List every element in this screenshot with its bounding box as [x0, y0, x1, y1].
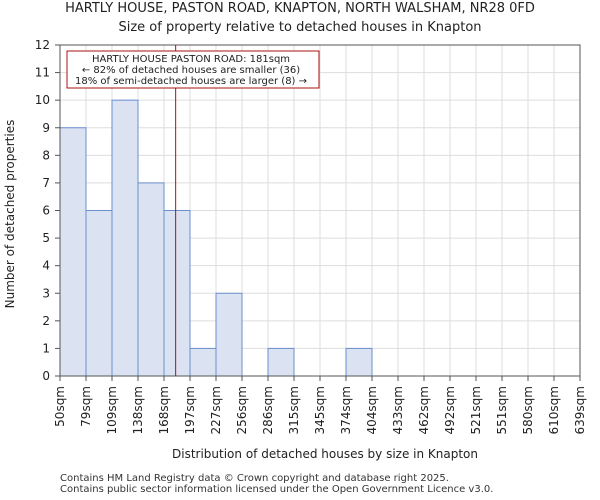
x-tick-label: 138sqm: [131, 386, 145, 434]
chart-title: HARTLY HOUSE, PASTON ROAD, KNAPTON, NORT…: [65, 1, 535, 16]
x-tick-label: 610sqm: [547, 386, 561, 434]
annotation-line-3: 18% of semi-detached houses are larger (…: [75, 76, 307, 87]
x-tick-label: 492sqm: [443, 386, 457, 434]
y-tick-label: 4: [42, 259, 50, 273]
x-tick-label: 197sqm: [183, 386, 197, 434]
bar-138sqm: [137, 182, 165, 377]
bar-109sqm: [111, 99, 139, 377]
y-tick-label: 5: [42, 231, 50, 245]
x-tick-label: 551sqm: [495, 386, 509, 434]
bar-197sqm: [189, 347, 217, 377]
x-tick-label: 462sqm: [417, 386, 431, 434]
y-tick-label: 0: [42, 369, 50, 383]
bar-227sqm: [215, 292, 243, 377]
gridlines: [59, 44, 581, 377]
bar-168sqm: [163, 210, 191, 377]
chart-subtitle: Size of property relative to detached ho…: [118, 20, 482, 35]
x-tick-label: 580sqm: [521, 386, 535, 434]
x-tick-label: 50sqm: [53, 386, 67, 427]
y-tick-label: 1: [42, 341, 50, 355]
x-tick-label: 256sqm: [235, 386, 249, 434]
y-tick-label: 8: [42, 148, 50, 162]
y-tick-label: 7: [42, 176, 50, 190]
annotation-line-2: ← 82% of detached houses are smaller (36…: [82, 65, 300, 76]
x-tick-label: 639sqm: [573, 386, 587, 434]
x-tick-label: 404sqm: [365, 386, 379, 434]
y-tick-label: 2: [42, 314, 50, 328]
y-tick-label: 3: [42, 286, 50, 300]
x-tick-label: 227sqm: [209, 386, 223, 434]
bar-374sqm: [345, 347, 373, 377]
x-axis-ticks: 50sqm 79sqm 109sqm 138sqm 168sqm 197sqm 227sqm…: [53, 376, 587, 434]
bars: [59, 99, 373, 377]
x-tick-label: 345sqm: [313, 386, 327, 434]
x-tick-label: 168sqm: [157, 386, 171, 434]
bar-79sqm: [85, 210, 113, 377]
x-tick-label: 109sqm: [105, 386, 119, 434]
y-tick-label: 10: [35, 93, 50, 107]
y-tick-label: 11: [35, 66, 50, 80]
annotation-line-1: HARTLY HOUSE PASTON ROAD: 181sqm: [92, 54, 290, 65]
bar-50sqm: [59, 127, 87, 377]
annotation-box: [66, 50, 320, 89]
x-tick-label: 79sqm: [79, 386, 93, 427]
marker-annotation: HARTLY HOUSE PASTON ROAD: 181sqm ← 82% o…: [66, 50, 320, 89]
y-tick-label: 12: [35, 38, 50, 52]
bar-286sqm: [267, 347, 295, 377]
footer-licence: Contains public sector information licen…: [60, 484, 494, 495]
x-tick-label: 374sqm: [339, 386, 353, 434]
y-tick-label: 9: [42, 121, 50, 135]
x-tick-label: 521sqm: [469, 386, 483, 434]
footer-copyright: Contains HM Land Registry data © Crown c…: [60, 473, 449, 484]
y-tick-label: 6: [42, 204, 50, 218]
x-tick-label: 315sqm: [287, 386, 301, 434]
x-axis-label: Distribution of detached houses by size …: [172, 447, 478, 461]
x-tick-label: 286sqm: [261, 386, 275, 434]
y-axis-label: Number of detached properties: [3, 120, 17, 309]
x-tick-label: 433sqm: [391, 386, 405, 434]
